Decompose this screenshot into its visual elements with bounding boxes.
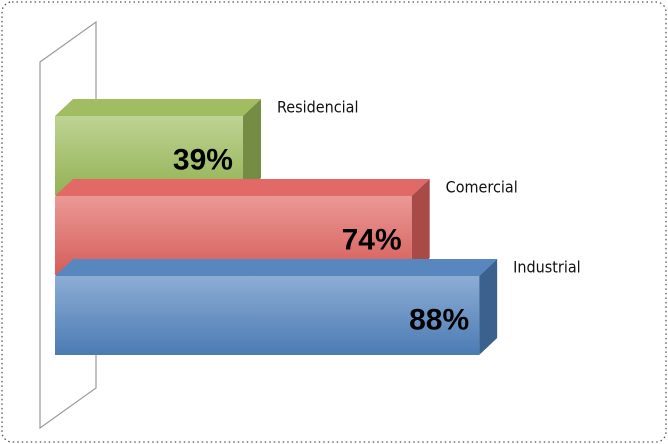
bar-top bbox=[55, 99, 261, 116]
bar bbox=[55, 276, 480, 355]
category-label: Residencial bbox=[277, 98, 359, 117]
category-label: Comercial bbox=[446, 178, 518, 197]
value-label: 74% bbox=[342, 224, 402, 257]
bar-side bbox=[479, 259, 498, 355]
value-label: 39% bbox=[173, 144, 233, 177]
value-label: 88% bbox=[409, 304, 469, 337]
bar-top bbox=[55, 259, 498, 276]
bars: 39% Residencial 74% Comercial 88% Industrial bbox=[55, 98, 581, 355]
bar-side bbox=[411, 179, 430, 275]
bar-side bbox=[242, 99, 261, 195]
bar-top bbox=[55, 179, 430, 196]
category-label: Industrial bbox=[513, 258, 581, 277]
